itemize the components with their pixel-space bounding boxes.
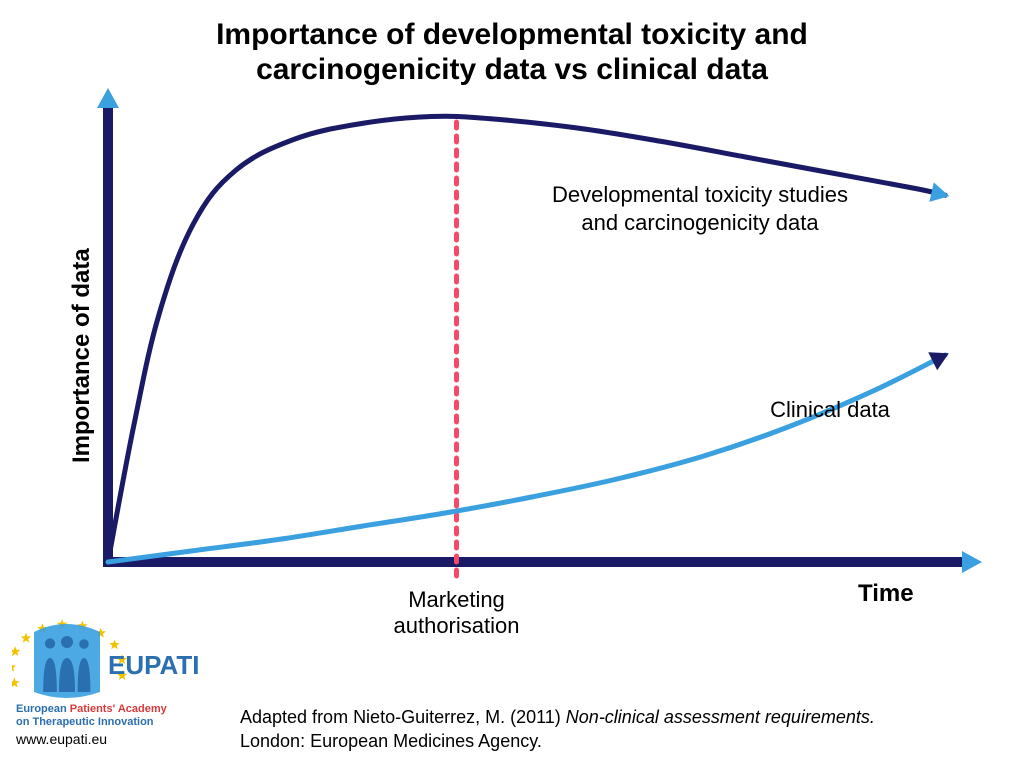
- series-label-developmental: Developmental toxicity studies and carci…: [530, 181, 870, 236]
- x-axis-label: Time: [858, 580, 914, 608]
- svg-text:www.eupati.eu: www.eupati.eu: [15, 731, 107, 747]
- figure-canvas: { "chart": { "type": "line", "title_line…: [0, 0, 1024, 768]
- citation-text: Adapted from Nieto-Guiterrez, M. (2011) …: [240, 705, 875, 754]
- svg-text:on Therapeutic Innovation: on Therapeutic Innovation: [16, 716, 154, 728]
- svg-text:EUPATI: EUPATI: [108, 650, 199, 680]
- series-label-clinical: Clinical data: [660, 396, 1000, 424]
- eupati-logo: EUPATI European Patients' Academyon Thera…: [12, 596, 222, 761]
- marker-label: Marketing authorisation: [367, 587, 547, 640]
- marker-label-line1: Marketing: [408, 587, 505, 612]
- y-axis-label: Importance of data: [68, 248, 96, 463]
- svg-text:European Patients' Academy: European Patients' Academy: [16, 703, 168, 715]
- marker-label-line2: authorisation: [394, 613, 520, 638]
- eupati-logo-graphic: EUPATI European Patients' Academyon Thera…: [12, 596, 222, 756]
